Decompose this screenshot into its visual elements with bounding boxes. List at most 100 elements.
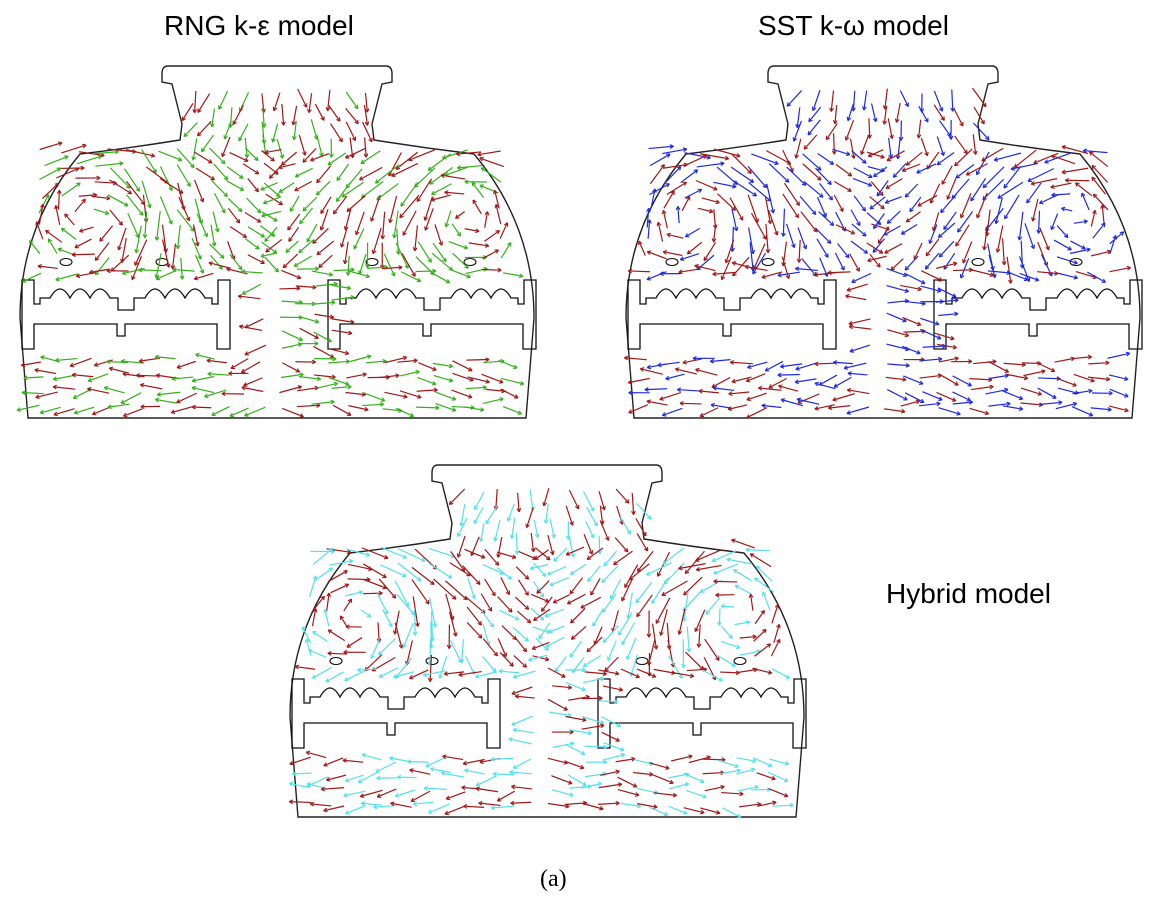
velocity-vector [533, 562, 547, 577]
velocity-vector [312, 667, 332, 679]
velocity-vector [429, 654, 433, 682]
vector-arrowhead [508, 737, 513, 742]
vector-arrowhead [713, 186, 718, 191]
velocity-vector [694, 609, 706, 632]
velocity-vector [1087, 376, 1110, 381]
velocity-vector [852, 90, 856, 112]
velocity-vector [435, 402, 457, 412]
velocity-vector [532, 655, 549, 661]
velocity-vector [227, 207, 241, 224]
velocity-vector [781, 256, 790, 279]
vector-arrowhead [522, 663, 527, 668]
velocity-vector [682, 591, 701, 612]
vector-arrowhead [37, 264, 42, 269]
vector-arrowhead [514, 616, 520, 621]
vector-arrowhead [427, 166, 433, 171]
vector-arrowhead [570, 635, 576, 640]
vector-arrowhead [243, 382, 248, 387]
velocity-vector [481, 167, 502, 183]
vector-arrowhead [459, 522, 464, 527]
velocity-vector [327, 570, 348, 583]
velocity-vector [698, 390, 719, 394]
velocity-vector [795, 362, 817, 371]
velocity-vector [966, 162, 989, 176]
vector-arrowhead [345, 359, 350, 364]
velocity-vector [749, 553, 772, 568]
velocity-vector [666, 181, 687, 195]
vector-arrowhead [684, 569, 690, 575]
vector-arrowhead [615, 800, 620, 806]
vector-arrowhead [134, 261, 139, 266]
velocity-vector [416, 389, 438, 392]
velocity-vector [583, 533, 593, 555]
velocity-vector [668, 783, 689, 790]
vector-arrowhead [228, 371, 233, 376]
velocity-vector [262, 134, 267, 155]
vector-arrowhead [388, 622, 393, 628]
velocity-vector [584, 745, 608, 748]
vector-arrowhead [920, 279, 926, 285]
vector-arrowhead [74, 244, 79, 249]
velocity-vector [331, 386, 352, 389]
velocity-vector [769, 758, 789, 765]
vector-arrowhead [241, 269, 246, 275]
velocity-vector [884, 88, 888, 110]
velocity-vector [934, 332, 955, 340]
velocity-vector [533, 608, 551, 621]
vector-arrowhead [312, 575, 318, 581]
velocity-vector [972, 87, 987, 108]
vector-arrowhead [551, 533, 556, 539]
velocity-vector [887, 118, 893, 139]
velocity-vector [517, 610, 532, 624]
velocity-vector [1091, 164, 1109, 183]
vector-arrowhead [831, 150, 837, 155]
vector-arrowhead [588, 550, 594, 555]
vector-arrowhead [662, 560, 667, 565]
vector-arrowhead [712, 271, 717, 277]
vector-arrowhead [512, 727, 517, 733]
vector-arrowhead [587, 730, 592, 736]
vector-arrowhead [781, 232, 786, 237]
velocity-vector [943, 252, 956, 270]
velocity-vector [816, 196, 827, 218]
vector-arrowhead [342, 758, 347, 763]
vector-arrowhead [152, 168, 157, 174]
vector-arrowhead [726, 557, 731, 563]
velocity-vector [191, 386, 215, 394]
vector-arrowhead [937, 233, 943, 238]
velocity-vector [601, 731, 620, 742]
velocity-vector [327, 152, 347, 166]
velocity-vector [869, 196, 886, 210]
vector-arrowhead [703, 256, 708, 262]
vector-arrowhead [71, 252, 76, 258]
vector-arrowhead [1030, 244, 1036, 250]
velocity-vector [592, 609, 604, 627]
velocity-vector [53, 374, 75, 380]
velocity-vector [417, 241, 432, 263]
velocity-vector [444, 191, 465, 195]
velocity-vector [849, 253, 860, 272]
vector-arrowhead [807, 130, 813, 136]
vector-arrowhead [420, 557, 426, 562]
vector-arrowhead [97, 154, 103, 160]
vector-arrowhead [847, 172, 853, 177]
vector-arrowhead [952, 344, 957, 350]
velocity-vector [867, 255, 887, 262]
velocity-vector [733, 180, 757, 197]
vector-arrowhead [328, 153, 334, 158]
velocity-vector [475, 671, 497, 678]
velocity-vector [263, 162, 279, 175]
vector-arrowhead [223, 192, 228, 198]
velocity-vector [298, 134, 306, 156]
velocity-vector [1039, 227, 1050, 251]
velocity-vector [39, 167, 61, 181]
vector-arrowhead [1030, 181, 1036, 186]
panel-title-rng: RNG k-ε model [164, 10, 354, 41]
velocity-vector [970, 177, 987, 202]
velocity-vector [660, 609, 668, 636]
velocity-vector [273, 92, 281, 111]
vector-arrowhead [679, 256, 685, 261]
velocity-vector [310, 803, 332, 807]
velocity-vector [887, 329, 909, 337]
velocity-vector [803, 134, 818, 150]
